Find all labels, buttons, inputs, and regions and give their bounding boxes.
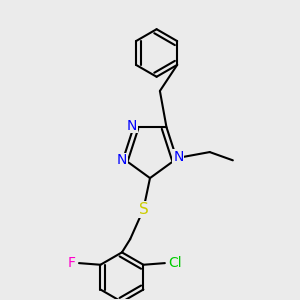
Text: N: N [173,150,184,164]
Text: F: F [68,256,76,270]
Text: S: S [139,202,148,217]
Text: Cl: Cl [168,256,182,270]
Text: N: N [116,153,127,167]
Text: N: N [127,118,137,133]
